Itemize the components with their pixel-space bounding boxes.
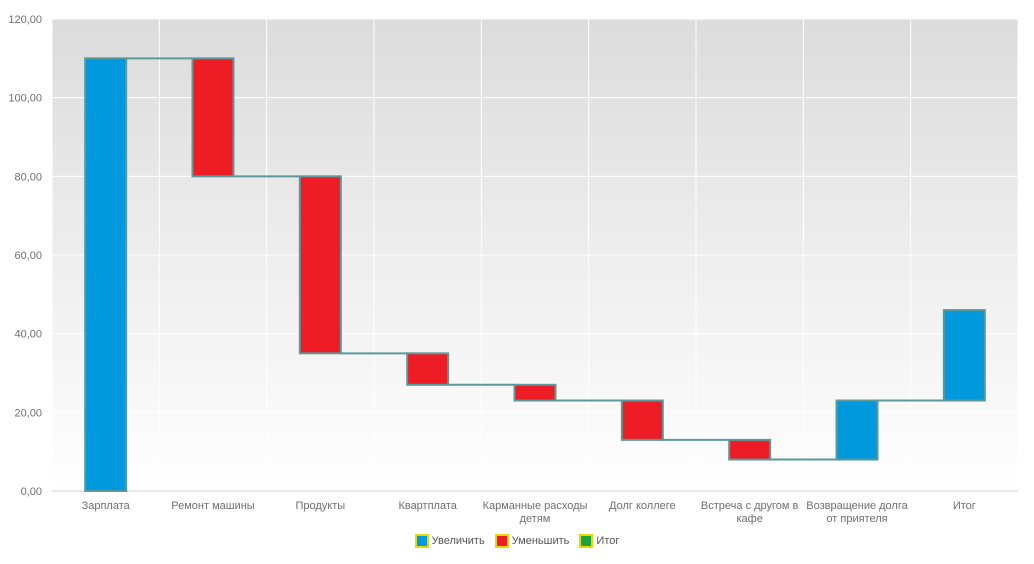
bar-decrease[interactable]	[728, 438, 772, 461]
bars	[84, 57, 986, 492]
bar-decrease[interactable]	[298, 175, 342, 355]
y-tick-label: 80,00	[14, 171, 42, 183]
bar-decrease[interactable]	[191, 57, 235, 178]
y-axis-tick-labels: 0,00 20,00 40,00 60,00 80,00 100,00 120,00	[8, 14, 42, 498]
legend-label-increase: Увеличить	[431, 535, 485, 547]
connector-lines	[126, 57, 944, 461]
x-category-label: Ремонт машины	[171, 500, 255, 512]
bar-increase[interactable]	[835, 399, 879, 461]
x-category-label: Встреча с другом в кафе	[701, 500, 799, 525]
legend-item-total[interactable]: Итог	[579, 534, 619, 548]
y-tick-label: 20,00	[14, 407, 42, 419]
legend-swatch-total	[579, 534, 594, 548]
x-category-label: Карманные расходы детям	[483, 500, 588, 525]
bar-increase[interactable]	[942, 309, 986, 402]
x-category-label: Итог	[953, 500, 976, 512]
y-tick-label: 100,00	[8, 93, 42, 105]
x-axis-category-labels: Зарплата Ремонт машины Продукты Квартплата К…	[82, 500, 976, 525]
x-category-label: Квартплата	[398, 500, 457, 512]
bar-decrease[interactable]	[513, 383, 557, 402]
x-category-label: Долг коллеге	[609, 500, 676, 512]
legend: Увеличить Уменьшить Итог	[0, 534, 1034, 548]
legend-item-decrease[interactable]: Уменьшить	[494, 534, 570, 548]
legend-item-increase[interactable]: Увеличить	[414, 534, 485, 548]
y-tick-label: 60,00	[14, 250, 42, 262]
legend-swatch-decrease	[494, 534, 509, 548]
bar-increase[interactable]	[84, 57, 128, 492]
legend-swatch-increase	[414, 534, 429, 548]
legend-label-total: Итог	[596, 535, 620, 547]
x-category-label: Зарплата	[82, 500, 131, 512]
x-category-label: Возвращение долга от приятеля	[806, 500, 908, 525]
y-tick-label: 40,00	[14, 329, 42, 341]
grid-lines	[51, 18, 1019, 492]
legend-label-decrease: Уменьшить	[511, 535, 570, 547]
bar-decrease[interactable]	[406, 352, 450, 386]
x-category-label: Продукты	[295, 500, 345, 512]
y-tick-label: 120,00	[8, 14, 42, 26]
bar-decrease[interactable]	[620, 399, 664, 441]
y-tick-label: 0,00	[21, 486, 42, 498]
